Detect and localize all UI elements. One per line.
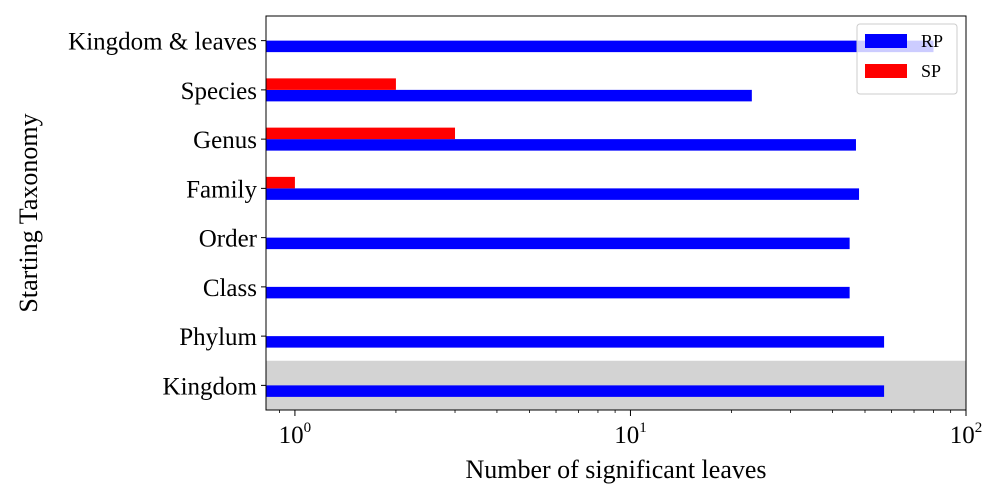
bar-sp-genus	[266, 127, 456, 140]
bar-rp-order	[266, 237, 850, 250]
bar-sp-species	[266, 78, 396, 90]
legend-label-rp: RP	[921, 31, 943, 51]
x-tick-label-1: 100	[279, 420, 312, 449]
y-tick-label-phylum: Phylum	[179, 324, 257, 351]
bar-sp-family	[266, 176, 295, 189]
x-axis-title: Number of significant leaves	[465, 455, 766, 484]
legend-swatch-sp	[865, 64, 907, 78]
bar-rp-class	[266, 286, 850, 299]
y-axis-title: Starting Taxonomy	[14, 113, 43, 312]
plot-frame	[265, 15, 967, 411]
x-tick-label-100: 102	[950, 420, 983, 449]
legend-label-sp: SP	[921, 61, 941, 81]
y-tick-label-order: Order	[199, 226, 258, 253]
y-tick-label-kingdom-and-leaves: Kingdom & leaves	[68, 29, 257, 56]
bar-rp-genus	[266, 139, 856, 151]
x-tick-label-10: 101	[614, 420, 647, 449]
y-tick-label-class: Class	[203, 275, 257, 302]
y-tick-label-genus: Genus	[193, 127, 257, 154]
legend-swatch-rp	[865, 34, 907, 48]
bar-rp-kingdom	[266, 385, 885, 397]
y-tick-label-kingdom: Kingdom	[163, 373, 258, 400]
bar-rp-phylum	[266, 336, 885, 348]
bar-rp-kingdom-and-leaves	[266, 40, 934, 53]
bar-rp-family	[266, 188, 860, 200]
legend: RP SP	[856, 23, 958, 95]
y-tick-label-family: Family	[186, 176, 257, 203]
bar-rp-species	[266, 89, 752, 102]
y-tick-label-species: Species	[181, 78, 257, 105]
